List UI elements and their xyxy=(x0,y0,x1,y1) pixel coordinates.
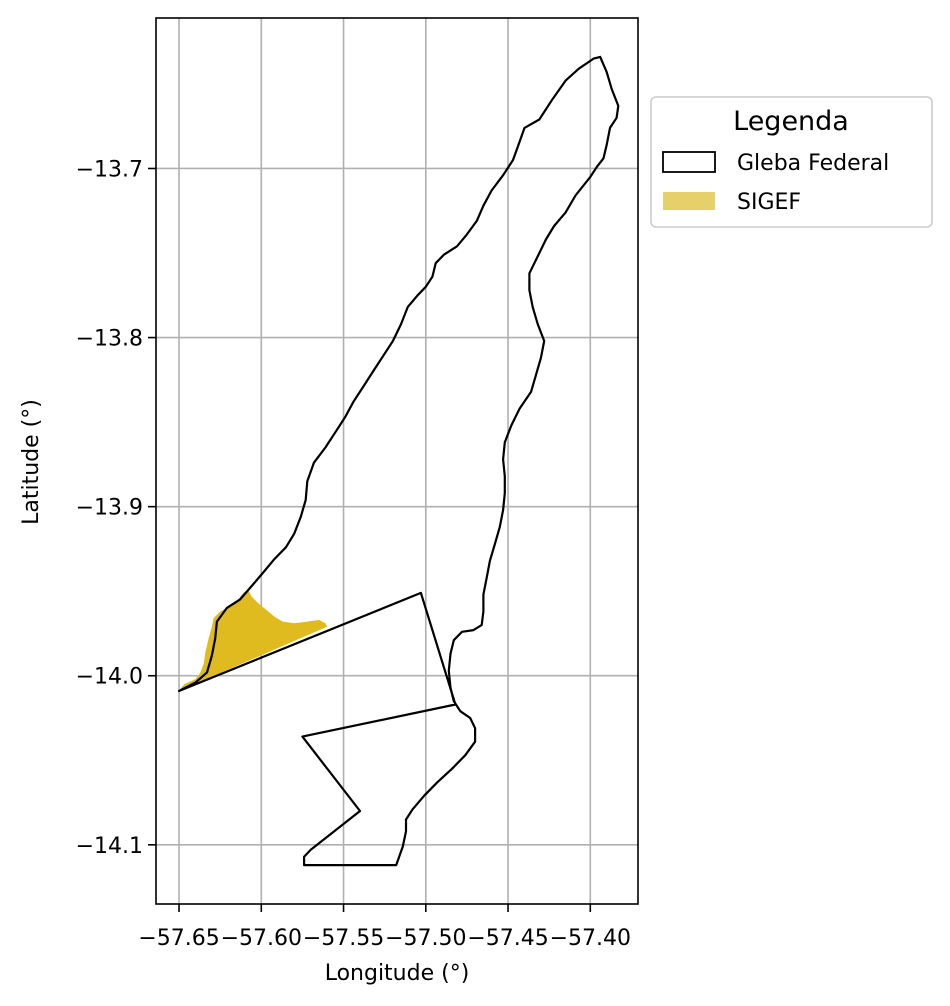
x-axis-ticks: −57.65 −57.60 −57.55 −57.50 −57.45 −57.40 xyxy=(138,904,631,951)
x-axis-title: Longitude (°) xyxy=(325,961,470,986)
legend-sigef-swatch xyxy=(663,192,715,210)
sigef-polygon xyxy=(179,589,328,691)
x-tick-label-0: −57.65 xyxy=(138,926,219,951)
legend-gleba-label: Gleba Federal xyxy=(737,151,889,176)
grid-lines xyxy=(156,18,638,904)
legend-box xyxy=(650,96,933,228)
axes-frame xyxy=(155,17,639,905)
legend-sigef-label: SIGEF xyxy=(737,190,801,215)
y-tick-label-3: −14.0 xyxy=(76,665,143,690)
y-axis-ticks: −13.7 −13.8 −13.9 −14.0 −14.1 xyxy=(76,157,156,859)
x-tick-label-5: −57.40 xyxy=(550,926,631,951)
x-tick-label-4: −57.45 xyxy=(467,926,548,951)
plot-area xyxy=(177,55,620,867)
y-tick-label-0: −13.7 xyxy=(76,157,143,182)
y-tick-label-2: −13.9 xyxy=(76,496,143,521)
legend-gleba-swatch xyxy=(662,151,716,173)
y-axis-title: Latitude (°) xyxy=(19,399,44,525)
legend-title: Legenda xyxy=(733,106,849,137)
x-tick-label-3: −57.50 xyxy=(385,926,466,951)
x-tick-label-2: −57.55 xyxy=(303,926,384,951)
x-tick-label-1: −57.60 xyxy=(221,926,302,951)
gleba-federal-polygon xyxy=(177,55,620,867)
legend: Legenda Gleba Federal SIGEF xyxy=(650,96,933,228)
y-tick-label-1: −13.8 xyxy=(76,327,143,352)
y-tick-label-4: −14.1 xyxy=(76,834,143,859)
